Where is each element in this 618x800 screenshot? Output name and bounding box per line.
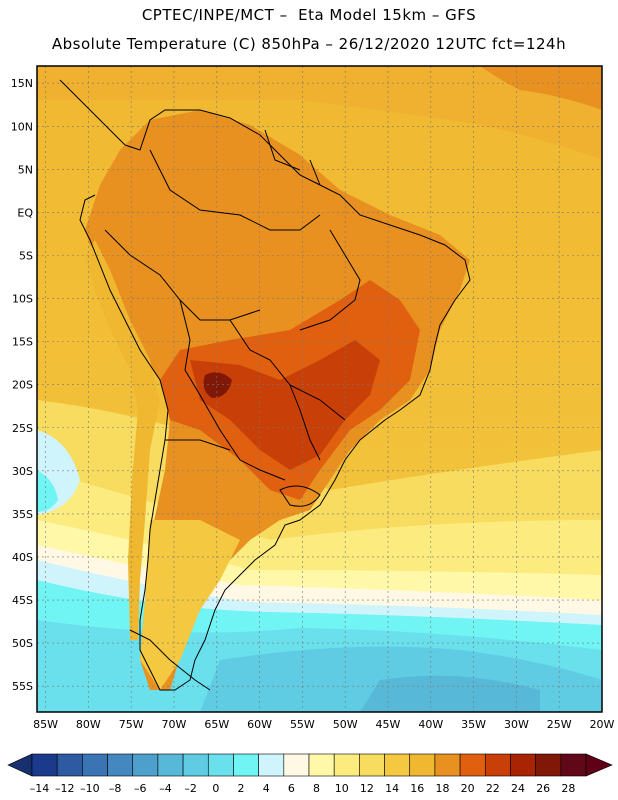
lat-label: 20S [12, 379, 33, 392]
colorbar-swatch [409, 753, 436, 777]
continent-hotter [190, 340, 380, 470]
colorbar-swatch [56, 753, 83, 777]
colorbar-label: 12 [360, 782, 374, 795]
colorbar-swatch [308, 753, 335, 777]
lat-label: 25S [12, 422, 33, 435]
lon-label: 65W [204, 718, 229, 731]
colorbar-label: 28 [561, 782, 575, 795]
lon-label: 45W [376, 718, 401, 731]
colorbar-swatch [359, 753, 385, 777]
colorbar-swatch [207, 753, 234, 777]
lon-label: 50W [333, 718, 358, 731]
colorbar-swatch [484, 753, 511, 777]
plot-frame [36, 65, 603, 713]
lat-label: 15N [11, 77, 33, 90]
tropical-zone [37, 66, 602, 160]
colorbar-label: –6 [134, 782, 147, 795]
lon-label: 85W [33, 718, 58, 731]
colorbar-label: –14 [30, 782, 50, 795]
colorbar: –14 –12 –10 –8 –6 –4 –2 0 2 4 6 8 10 12 14 16 18 20 22 24 26… [7, 753, 613, 795]
warm-patch-ne [480, 66, 602, 110]
colorbar-label: 14 [385, 782, 399, 795]
colorbar-swatch [258, 753, 285, 777]
lon-label: 30W [504, 718, 529, 731]
colorbar-swatch [384, 753, 411, 777]
gridlines [37, 66, 602, 712]
lat-label: EQ [17, 206, 33, 219]
lon-label: 20W [590, 718, 615, 731]
colorbar-label: 18 [435, 782, 449, 795]
colorbar-label: 0 [212, 782, 219, 795]
colorbar-label: 16 [410, 782, 424, 795]
colorbar-label: 8 [313, 782, 320, 795]
colorbar-swatch [107, 753, 134, 777]
colorbar-label: 22 [486, 782, 500, 795]
colorbar-swatch [560, 753, 587, 777]
colorbar-label: 20 [461, 782, 475, 795]
colorbar-swatch [434, 753, 461, 777]
lat-label: 15S [12, 336, 33, 349]
lon-label: 25W [547, 718, 572, 731]
band-m2 [360, 675, 540, 712]
lat-label: 50S [12, 637, 33, 650]
colorbar-swatch [82, 753, 108, 777]
patagonia-cool [140, 520, 240, 690]
colorbar-swatch [31, 753, 58, 777]
colorbar-label: 26 [536, 782, 550, 795]
colorbar-under-arrow [7, 753, 33, 777]
lon-label: 60W [247, 718, 272, 731]
lat-label: 30S [12, 465, 33, 478]
coastline [59, 79, 471, 691]
colorbar-swatch [283, 753, 310, 777]
colorbar-swatch [132, 753, 159, 777]
colorbar-swatch [233, 753, 259, 777]
colorbar-label: –8 [109, 782, 122, 795]
lat-label: 5S [19, 249, 33, 262]
colorbar-label: –12 [55, 782, 75, 795]
pacific-cold [37, 470, 58, 512]
colorbar-swatch [459, 753, 486, 777]
colorbar-over-arrow [585, 753, 613, 777]
andes-cool [85, 240, 160, 640]
colorbar-label: 4 [263, 782, 270, 795]
colorbar-label: –4 [159, 782, 172, 795]
map-field [37, 66, 602, 712]
lon-label: 55W [290, 718, 315, 731]
lat-label: 45S [12, 594, 33, 607]
colorbar-label: –10 [80, 782, 100, 795]
lat-label: 40S [12, 551, 33, 564]
colorbar-swatch [157, 753, 184, 777]
colorbar-label: 10 [335, 782, 349, 795]
lon-label: 40W [418, 718, 443, 731]
chart-title-line1: CPTEC/INPE/MCT – Eta Model 15km – GFS [141, 6, 477, 24]
colorbar-swatch [510, 753, 536, 777]
lon-label: 70W [162, 718, 187, 731]
hot-core [203, 372, 232, 398]
colorbar-swatch [333, 753, 360, 777]
colorbar-label: 2 [238, 782, 245, 795]
lon-label: 35W [461, 718, 486, 731]
chart-title-line2: Absolute Temperature (C) 850hPa – 26/12/… [51, 35, 567, 53]
latitude-labels: 15N 10N 5N EQ 5S 10S 15S 20S 25S 30S 35S 40S 45S 50S 5… [11, 77, 34, 693]
lat-label: 10S [12, 293, 33, 306]
colorbar-label: 6 [288, 782, 295, 795]
lat-label: 10N [11, 120, 33, 133]
longitude-labels: 85W 80W 75W 70W 65W 60W 55W 50W 45W 40W 35W 30W 25W 2… [33, 718, 614, 731]
colorbar-swatch [535, 753, 562, 777]
colorbar-label: 24 [511, 782, 525, 795]
lon-label: 80W [76, 718, 101, 731]
lon-label: 75W [119, 718, 144, 731]
colorbar-label: –2 [184, 782, 197, 795]
lat-label: 55S [12, 680, 33, 693]
lat-label: 5N [18, 163, 33, 176]
lat-label: 35S [12, 508, 33, 521]
colorbar-swatch [182, 753, 209, 777]
